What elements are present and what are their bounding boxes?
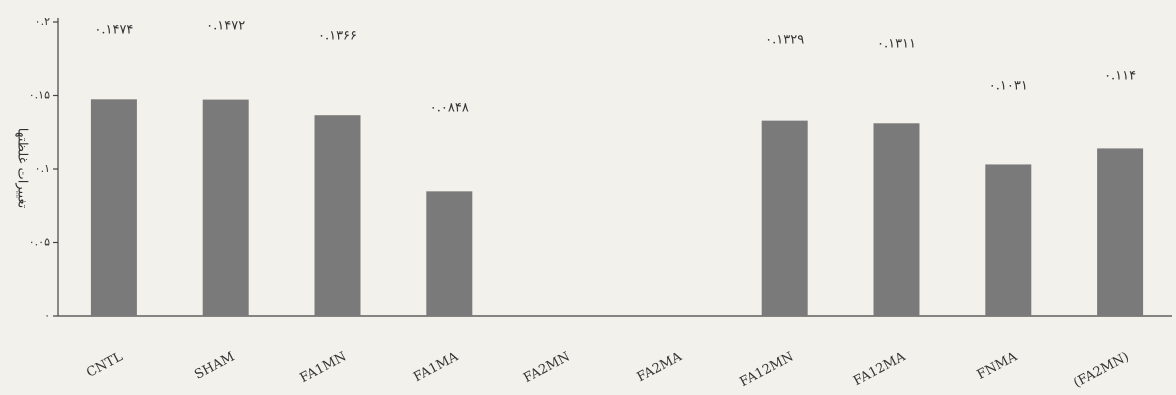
x-tick-label: FNMA [975,349,1021,383]
bar [426,191,473,316]
x-tick-label: FA2MN [521,349,572,386]
x-tick-label: FA12MN [738,349,797,390]
value-label: ۰.۱۰۳۱ [989,79,1028,94]
x-tick-label: FA1MN [298,349,349,386]
value-label: ۰.۱۴۷۴ [94,23,133,38]
y-axis-label: تغییرات غلظتها [15,128,30,209]
x-tick-label: SHAM [192,349,237,382]
bar [761,120,808,317]
x-tick-label: FA2MA [635,349,685,385]
value-label: ۰.۱۴۷۲ [206,19,245,34]
y-tick-label: ۰.۰۵ [29,236,50,249]
y-tick-label: ۰.۲ [35,15,50,28]
bar [90,99,137,317]
x-tick-label: FA12MA [851,349,908,389]
x-tick-label: (FA2MN) [1071,349,1131,391]
bar [202,99,249,316]
value-label: ۰.۱۳۲۹ [765,33,804,48]
value-label: ۰.۰۸۴۸ [430,101,469,116]
x-tick-label: FA1MA [411,349,461,385]
bar [873,123,920,317]
y-tick-label: ۰ [44,309,50,322]
value-label: ۰.۱۳۱۱ [877,37,916,52]
bar [314,115,361,316]
bar [985,164,1032,316]
y-tick-label: ۰.۱۵ [29,89,50,102]
x-tick-label: CNTL [84,349,125,381]
bar [1097,148,1144,316]
y-tick-label: ۰.۱ [35,162,50,175]
value-label: ۰.۱۱۴ [1104,69,1136,84]
value-label: ۰.۱۳۶۶ [318,29,357,44]
